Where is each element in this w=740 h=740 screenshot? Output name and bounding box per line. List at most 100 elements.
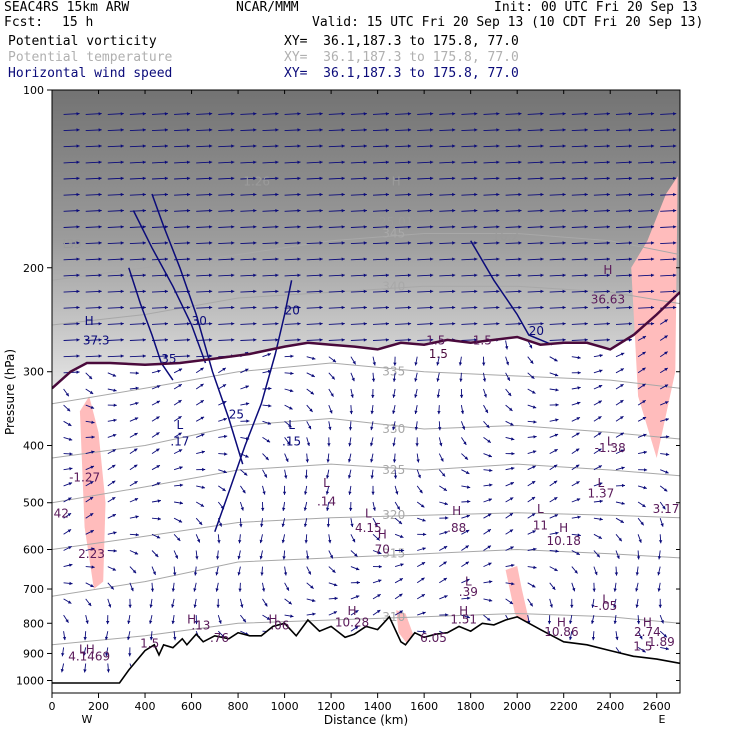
wind-vector-head [178,432,182,436]
wind-vector-head [305,556,310,560]
wind-vector-head [134,417,139,421]
wind-vector-head [349,410,353,415]
x-tick-label: 2200 [550,700,578,713]
wind-vector-head [297,112,301,116]
wind-vector-head [253,257,257,261]
theta-contour-label: 345 [382,227,405,241]
wind-vector-head [584,176,588,181]
wind-vector-head [253,273,257,277]
wind-vector-head [377,594,381,598]
wind-speed-contour-line [470,240,553,346]
wind-vector-head [422,611,426,615]
wind-vector-head [112,373,117,377]
wind-vector-head [562,112,566,116]
wind-vector-head [518,144,522,148]
wind-vector-head [98,112,102,116]
wind-vector-head [164,225,168,229]
wind-vector-head [407,338,412,342]
wind-vector-head [76,209,80,213]
extremum-label: H [459,604,468,618]
wind-vector-head [142,273,146,277]
wind-vector-head [76,192,80,197]
endpoint-west: W [82,713,93,726]
wind-vector-head [334,596,338,601]
extremum-label: H [347,604,356,618]
wind-vector-head [290,614,294,618]
wind-vector-head [266,439,271,443]
wind-vector-head [657,572,661,576]
wind-vector-head [156,535,161,539]
wind-vector-head [304,491,308,495]
wind-vector-head [290,354,294,358]
wind-vector-head [437,411,441,415]
wind-vector-head [209,128,213,132]
wind-vector-head [628,160,632,164]
wind-vector-head [466,578,470,582]
wind-vector-head [341,144,345,148]
wind-vector-head [76,257,80,261]
wind-vector-head [263,474,267,478]
wind-vector-head [422,518,426,522]
wind-vector-head [218,620,222,624]
wind-vector-head [599,499,603,503]
wind-vector-head [142,305,146,310]
extremum-label: L [323,476,330,490]
wind-vector-head [297,338,301,342]
wind-vector-head [430,257,434,261]
wind-vector-head [452,128,456,132]
extremum-label: 2.23 [78,547,105,561]
wind-vector-head [354,553,358,557]
wind-vector-head [120,273,124,277]
extremum-label: 1.51 [450,612,477,626]
wind-vector-head [238,540,242,544]
wind-vector-head [489,468,493,472]
wind-vector-head [283,572,288,576]
extremum-label: L [177,418,184,432]
wind-vector-head [297,192,301,197]
wind-vector-head [651,225,655,229]
wind-vector-head [531,497,536,501]
wind-vector-head [430,305,434,310]
wind-vector-head [540,322,544,326]
wind-vector-head [238,588,242,592]
wind-vector-head [120,225,124,229]
wind-vector-head [61,653,65,657]
wind-vector-head [576,432,580,436]
wind-vector-head [91,547,95,551]
wind-vector-head [400,563,404,567]
wind-vector-head [142,338,146,342]
wind-vector-head [606,338,610,342]
wind-vector-head [303,507,307,511]
field-theta-name: Potential temperature [8,50,173,65]
wind-vector-head [555,418,559,422]
wind-vector-head [275,225,279,229]
wind-vector-head [282,507,286,511]
wind-vector-head [231,322,235,326]
wind-vector-head [363,209,367,213]
wind-vector-head [69,452,73,456]
wind-vector-head [430,225,434,229]
wind-vector-head [385,273,389,277]
wind-vector-head [186,354,191,358]
wind-vector-head [134,498,139,502]
wind-vector-head [673,144,677,148]
wind-vector-head [120,192,124,197]
wind-vector-head [407,128,412,132]
wind-vector-head [620,519,624,523]
wind-vector-head [576,481,580,485]
wind-vector-head [135,401,139,406]
wind-vector-head [142,289,146,294]
pv-contours: 1.5 [52,291,680,390]
extremum-label: H [85,314,94,328]
wind-vector-head [496,144,500,148]
wind-vector-head [378,579,382,583]
wind-vector-head [474,322,478,326]
wind-vector-head [242,489,246,494]
wind-vector-head [289,406,293,410]
wind-vector-head [363,257,367,261]
wind-vector-head [261,507,265,511]
wind-vector-head [591,604,595,608]
wind-vector-head [642,649,646,653]
wind-vector-head [660,620,664,624]
extremum-label: 1.5 [473,334,492,348]
